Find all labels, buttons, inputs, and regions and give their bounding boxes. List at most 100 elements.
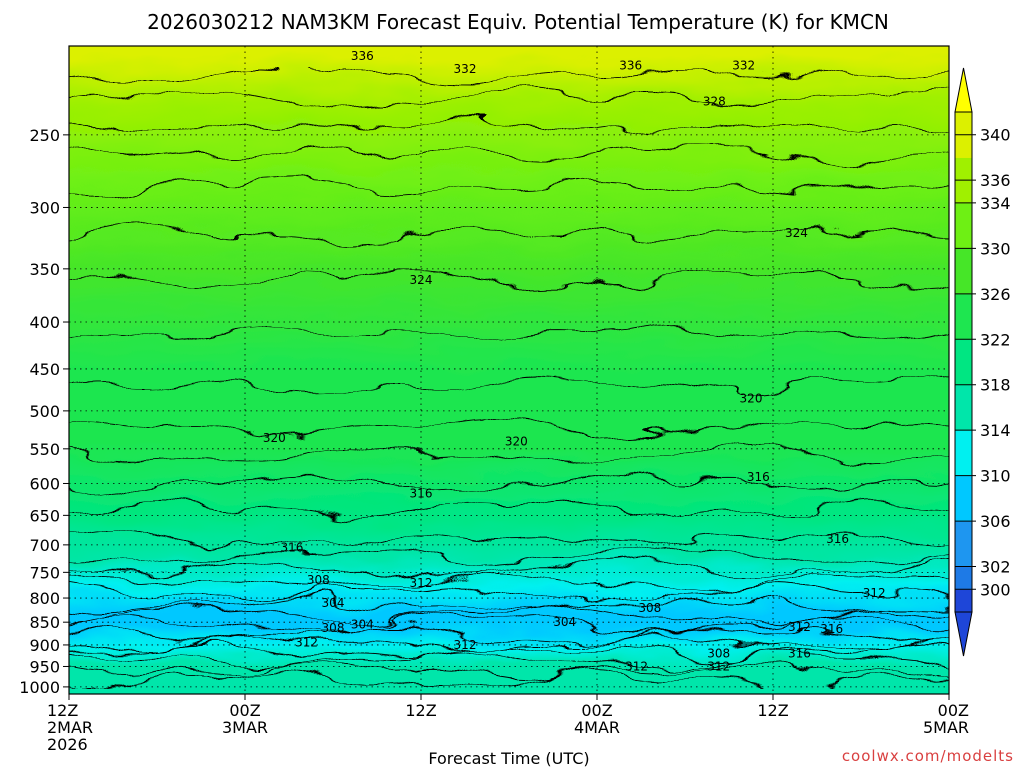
x-tick-label: 00Z <box>938 701 969 720</box>
colorbar-tick-label: 340 <box>980 126 1011 145</box>
contour-line <box>69 178 949 195</box>
contour-label: 304 <box>553 615 576 629</box>
contour-label: 312 <box>788 620 811 634</box>
contour-label: 308 <box>307 573 330 587</box>
y-tick-label: 650 <box>29 506 60 525</box>
contour-label: 308 <box>638 601 661 615</box>
contour-line <box>69 574 949 591</box>
plot-area: 336 336 332 332 328 324 324 320 320 320 316 316 316 3… <box>69 46 949 713</box>
grid-lines <box>69 46 949 694</box>
contour-label: 316 <box>820 622 843 636</box>
contour-label: 312 <box>863 586 886 600</box>
y-tick-label: 1000 <box>19 678 60 697</box>
contour-label: 316 <box>747 470 770 484</box>
x-tick-label: 00Z <box>229 701 260 720</box>
contour-label: 324 <box>410 273 433 287</box>
contour-label: 316 <box>826 532 849 546</box>
colorbar-segment <box>955 475 972 522</box>
x-tick-label: 4MAR <box>574 718 620 737</box>
contour-line <box>69 118 949 135</box>
colorbar-segment <box>955 248 972 295</box>
y-tick-label: 950 <box>29 657 60 676</box>
contour-lines <box>69 66 949 690</box>
contour-labels: 336 336 332 332 328 324 324 320 320 320 316 316 316 3… <box>263 49 886 674</box>
colorbar-segment <box>955 566 972 590</box>
colorbar-tick-label: 326 <box>980 285 1011 304</box>
colorbar-segment <box>955 202 972 249</box>
y-tick-label: 300 <box>29 198 60 217</box>
y-tick-label: 700 <box>29 536 60 555</box>
contour-label: 312 <box>295 636 318 650</box>
surface-band <box>69 697 949 713</box>
watermark: coolwx.com/modelts <box>842 747 1014 765</box>
colorbar-tick-label: 300 <box>980 580 1011 599</box>
x-tick-label: 00Z <box>581 701 612 720</box>
colorbar-segment <box>955 384 972 431</box>
contour-label: 332 <box>454 62 477 76</box>
contour-line <box>69 448 949 465</box>
colorbar-tick-label: 302 <box>980 558 1011 577</box>
contour-label: 336 <box>619 58 642 72</box>
contour-line <box>69 652 949 669</box>
contour-label: 320 <box>505 435 528 449</box>
contour-line <box>69 584 949 601</box>
contour-label: 316 <box>788 647 811 661</box>
contour-line <box>69 323 949 341</box>
contour-line <box>69 561 949 578</box>
field-fill <box>69 46 949 694</box>
contour-line <box>69 66 949 83</box>
contour-line <box>69 662 949 680</box>
contour-label: 336 <box>351 49 374 63</box>
x-tick-label: 3MAR <box>222 718 268 737</box>
contour-label: 320 <box>740 392 763 406</box>
colorbar-tick-label: 330 <box>980 239 1011 258</box>
colorbar-tick-label: 336 <box>980 171 1011 190</box>
contour-label: 308 <box>707 647 730 661</box>
x-tick-label: 2MAR <box>47 718 93 737</box>
colorbar-segment <box>955 521 972 568</box>
colorbar-segment <box>955 589 972 613</box>
contour-line <box>69 625 949 642</box>
x-tick-label: 12Z <box>47 701 78 720</box>
contour-line <box>69 597 949 614</box>
contour-line <box>69 224 949 242</box>
colorbar-tick-label: 318 <box>980 376 1011 395</box>
y-tick-label: 850 <box>29 613 60 632</box>
colorbar-tick-label: 314 <box>980 421 1011 440</box>
colorbar-segment <box>955 430 972 477</box>
y-tick-label: 450 <box>29 360 60 379</box>
colorbar-top-arrow <box>954 67 973 113</box>
colorbar-bottom-arrow <box>954 611 973 657</box>
y-tick-label: 500 <box>29 402 60 421</box>
y-axis: 250 300 350 400 450 500 550 600 650 700 750 800 850 9… <box>19 126 69 697</box>
x-tick-label: 2026 <box>47 735 88 754</box>
contour-label: 316 <box>280 541 303 555</box>
contour-line <box>69 271 949 289</box>
x-tick-label: 5MAR <box>923 718 969 737</box>
y-tick-label: 350 <box>29 260 60 279</box>
chart-title: 2026030212 NAM3KM Forecast Equiv. Potent… <box>147 10 889 34</box>
y-tick-label: 400 <box>29 313 60 332</box>
y-tick-label: 600 <box>29 474 60 493</box>
y-tick-label: 900 <box>29 636 60 655</box>
contour-label: 312 <box>707 659 730 673</box>
contour-line <box>69 89 949 107</box>
contour-label: 324 <box>785 226 808 240</box>
contour-label: 332 <box>732 58 755 72</box>
x-tick-label: 12Z <box>757 701 788 720</box>
contour-label: 304 <box>351 618 374 632</box>
colorbar-tick-label: 322 <box>980 330 1011 349</box>
contour-line <box>69 501 949 518</box>
x-axis-label: Forecast Time (UTC) <box>428 749 589 768</box>
y-tick-label: 550 <box>29 440 60 459</box>
contour-line <box>69 673 949 690</box>
contour-label: 312 <box>625 659 648 673</box>
x-tick-label: 12Z <box>405 701 436 720</box>
contour-label: 308 <box>322 621 345 635</box>
y-tick-label: 250 <box>29 126 60 145</box>
contour-line <box>69 378 949 395</box>
colorbar-tick-label: 310 <box>980 467 1011 486</box>
colorbar-segment <box>955 293 972 340</box>
colorbar-segment <box>955 339 972 386</box>
